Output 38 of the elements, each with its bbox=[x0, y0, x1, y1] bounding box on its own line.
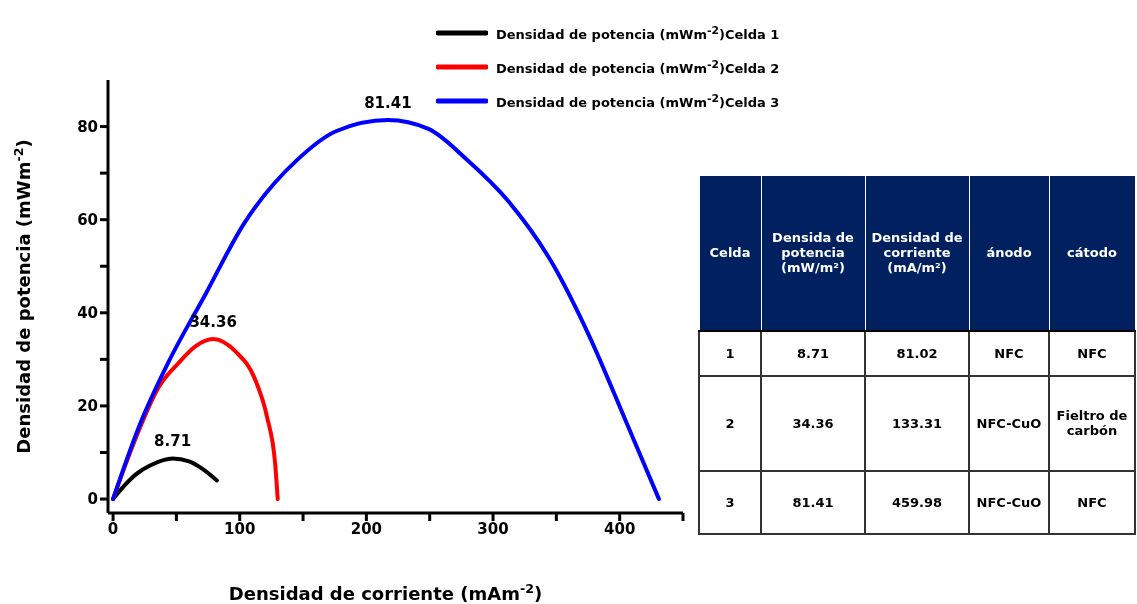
category-label: Densidad de corriente (mA/m²) bbox=[865, 175, 969, 331]
text: 81.02 bbox=[865, 330, 969, 376]
y-tick-label: 60 bbox=[77, 211, 98, 229]
x-tick-label: 200 bbox=[350, 519, 383, 538]
category-label: Celda bbox=[699, 175, 761, 331]
category-label: cátodo bbox=[1049, 175, 1135, 331]
text: NFC-CuO bbox=[969, 375, 1049, 471]
annotation: 81.41 bbox=[364, 93, 412, 112]
x-tick-label: 100 bbox=[224, 519, 256, 538]
text: 1 bbox=[699, 330, 761, 376]
text: 34.36 bbox=[761, 375, 865, 471]
text: 459.98 bbox=[865, 470, 969, 534]
annotation: 8.71 bbox=[154, 432, 192, 451]
y-tick-label: 0 bbox=[87, 490, 98, 509]
legend-label: Densidad de potencia (mWm$^{-2}$)Celda 3 bbox=[496, 91, 780, 111]
text: 81.41 bbox=[761, 470, 865, 534]
text: 3 bbox=[699, 470, 761, 534]
x-tick-label: 300 bbox=[477, 519, 509, 538]
text: NFC-CuO bbox=[969, 470, 1049, 534]
category-label: ánodo bbox=[969, 175, 1049, 331]
text: NFC bbox=[1049, 470, 1135, 534]
legend-label: Densidad de potencia (mWm$^{-2}$)Celda 2 bbox=[496, 57, 780, 77]
line-series bbox=[111, 117, 661, 502]
text: NFC bbox=[969, 330, 1049, 376]
y-tick-label: 40 bbox=[77, 304, 98, 323]
x-axis-title: Densidad de corriente (mAm$^{-2}$) bbox=[228, 580, 543, 604]
text: 2 bbox=[699, 375, 761, 471]
x-tick-label: 400 bbox=[604, 519, 636, 538]
annotation: 34.36 bbox=[189, 313, 237, 332]
legend-label: Densidad de potencia (mWm$^{-2}$)Celda 1 bbox=[496, 23, 780, 43]
category-label: Densida de potencia (mW/m²) bbox=[761, 175, 865, 331]
text: Fieltro de carbón bbox=[1049, 375, 1135, 471]
text: NFC bbox=[1049, 330, 1135, 376]
text: 133.31 bbox=[865, 375, 969, 471]
x-tick-label: 0 bbox=[107, 519, 119, 538]
y-tick-label: 80 bbox=[77, 117, 98, 136]
text: 8.71 bbox=[761, 330, 865, 376]
y-tick-label: 20 bbox=[77, 397, 98, 416]
